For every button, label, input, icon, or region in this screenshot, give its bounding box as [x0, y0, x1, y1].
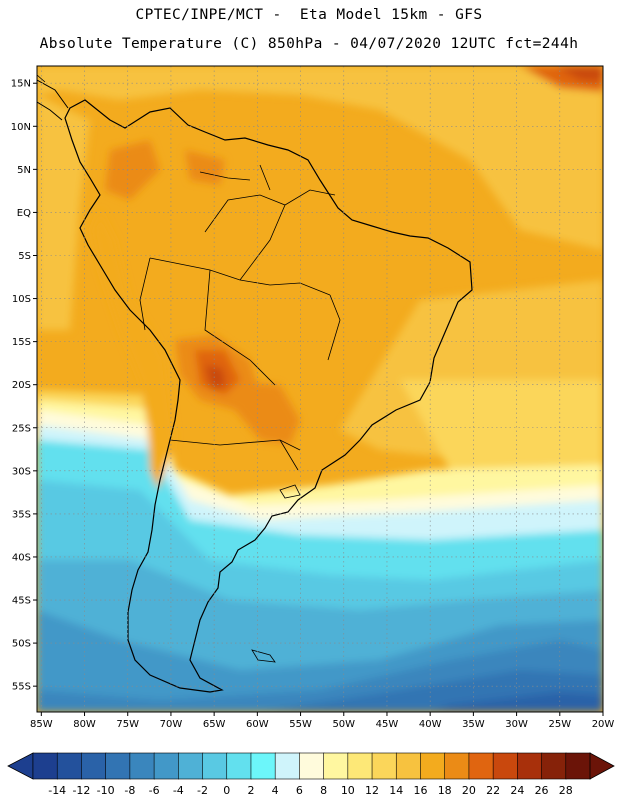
lon-tick-label: 50W: [332, 719, 355, 730]
lat-tick-label: 30S: [12, 466, 31, 477]
lon-tick-label: 70W: [160, 719, 183, 730]
colorbar-swatch: [153, 752, 180, 780]
lat-tick-label: 55S: [12, 682, 31, 693]
colorbar-swatch: [226, 752, 252, 780]
lat-tick-label: 40S: [12, 552, 31, 563]
lat-tick-label: 10S: [12, 294, 31, 305]
colorbar-label: -12: [72, 784, 90, 797]
lat-tick-label: 50S: [12, 639, 31, 650]
colorbar-label: 4: [272, 784, 279, 797]
colorbar-arrow-low: [7, 752, 34, 780]
colorbar-label: 8: [320, 784, 327, 797]
colorbar-swatch: [299, 752, 325, 780]
lon-tick-label: 60W: [246, 719, 269, 730]
colorbar-label: -14: [48, 784, 66, 797]
lat-tick-label: EQ: [17, 208, 31, 219]
coastlines-and-borders: [37, 74, 473, 693]
colorbar-swatch: [32, 752, 59, 780]
colorbar-label: -10: [97, 784, 115, 797]
colorbar-arrow-high: [589, 752, 615, 780]
map-frame: [36, 65, 604, 713]
lon-tick-label: 65W: [203, 719, 226, 730]
colorbar-swatch: [56, 752, 83, 780]
colorbar-swatch: [347, 752, 373, 780]
lon-tick-label: 20W: [592, 719, 615, 730]
colorbar-swatch: [420, 752, 446, 780]
lon-tick-label: 25W: [548, 719, 571, 730]
lon-tick-label: 85W: [30, 719, 53, 730]
lon-tick-label: 75W: [116, 719, 139, 730]
lat-tick-label: 5S: [18, 251, 31, 262]
colorbar-label: 14: [389, 784, 403, 797]
temperature-field: [37, 66, 603, 712]
lon-tick-label: 35W: [462, 719, 485, 730]
colorbar-label: 2: [247, 784, 254, 797]
colorbar-label: 18: [438, 784, 452, 797]
lat-tick-label: 25S: [12, 423, 31, 434]
colorbar-label: 28: [559, 784, 573, 797]
colorbar-label: -4: [173, 784, 184, 797]
lon-tick-label: 45W: [376, 719, 399, 730]
colorbar-label: 12: [365, 784, 379, 797]
lat-tick-label: 10N: [11, 122, 31, 133]
colorbar-swatch: [81, 752, 107, 780]
colorbar-swatch: [250, 752, 276, 780]
lon-tick-label: 80W: [73, 719, 96, 730]
colorbar-swatch: [178, 752, 204, 780]
colorbar-label: 16: [413, 784, 427, 797]
colorbar-swatch: [517, 752, 543, 780]
colorbar-swatch: [105, 752, 131, 780]
lat-tick-label: 5N: [17, 165, 31, 176]
lat-tick-label: 45S: [12, 596, 31, 607]
colorbar-swatch: [541, 752, 567, 780]
colorbar-label: 20: [462, 784, 476, 797]
colorbar-swatch: [129, 752, 155, 780]
lat-tick-label: 15N: [11, 79, 31, 90]
colorbar-swatch: [395, 752, 422, 780]
colorbar-label: -8: [124, 784, 135, 797]
colorbar-swatch: [323, 752, 349, 780]
colorbar-label: 6: [296, 784, 303, 797]
colorbar-label: -2: [197, 784, 208, 797]
colorbar-swatch: [274, 752, 301, 780]
lat-tick-label: 15S: [12, 337, 31, 348]
chart-title-line-1: CPTEC/INPE/MCT - Eta Model 15km - GFS: [135, 7, 483, 23]
lat-tick-label: 35S: [12, 509, 31, 520]
colorbar-swatch: [492, 752, 519, 780]
lon-tick-label: 40W: [419, 719, 442, 730]
latitude-axis: 15N 10N 5N EQ 5S 10S 15S 20S 25S 30S 35S 40S 45S 50S 5…: [11, 79, 37, 693]
colorbar-label: 26: [535, 784, 549, 797]
colorbar-swatch: [468, 752, 494, 780]
lon-tick-label: 30W: [505, 719, 528, 730]
colorbar-swatch: [202, 752, 228, 780]
colorbar: -14 -12 -10 -8 -6 -4 -2 0 2 4 6 8 10 12 14 16 18 20 22 24 26…: [7, 752, 615, 797]
colorbar-label: 24: [510, 784, 524, 797]
colorbar-swatch: [444, 752, 470, 780]
colorbar-label: 22: [486, 784, 500, 797]
colorbar-label: 10: [341, 784, 355, 797]
colorbar-label: -6: [149, 784, 160, 797]
lat-tick-label: 20S: [12, 380, 31, 391]
colorbar-swatch: [371, 752, 398, 780]
chart-title-line-2: Absolute Temperature (C) 850hPa - 04/07/…: [39, 36, 579, 52]
colorbar-label: 0: [223, 784, 230, 797]
lon-tick-label: 55W: [289, 719, 312, 730]
longitude-axis: 85W 80W 75W 70W 65W 60W 55W 50W 45W 40W 35W 30W 25W 2…: [30, 712, 614, 730]
colorbar-swatch: [565, 752, 591, 780]
